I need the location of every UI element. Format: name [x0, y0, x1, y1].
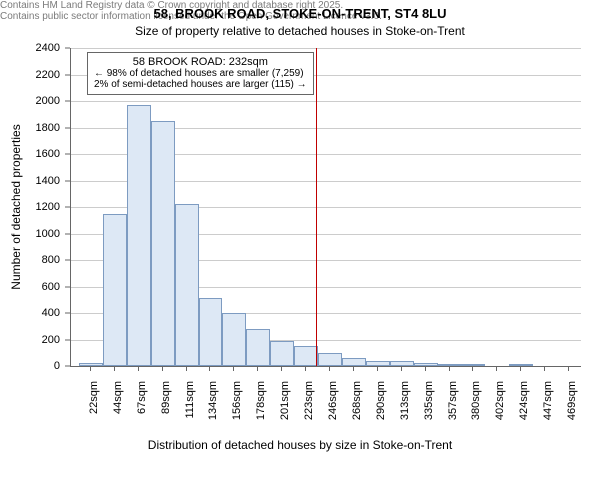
- y-tick-label: 400: [0, 307, 60, 319]
- y-tick-label: 1400: [0, 175, 60, 187]
- x-tick-label: 246sqm: [327, 381, 339, 420]
- x-tick-label: 424sqm: [518, 381, 530, 420]
- x-tick-mark: [305, 366, 306, 371]
- x-tick-mark: [377, 366, 378, 371]
- property-annotation-box: 58 BROOK ROAD: 232sqm ← 98% of detached …: [87, 52, 314, 95]
- x-tick-mark: [472, 366, 473, 371]
- x-tick-label: 268sqm: [351, 381, 363, 420]
- x-tick-label: 447sqm: [542, 381, 554, 420]
- x-tick-label: 111sqm: [184, 381, 196, 419]
- y-tick-label: 2400: [0, 42, 60, 54]
- gridline: [71, 101, 581, 102]
- y-tick-mark: [65, 207, 70, 208]
- y-tick-mark: [65, 286, 70, 287]
- x-tick-mark: [90, 366, 91, 371]
- histogram-bar: [175, 204, 199, 366]
- y-tick-label: 1600: [0, 148, 60, 160]
- x-tick-label: 223sqm: [303, 381, 315, 420]
- x-tick-label: 313sqm: [399, 381, 411, 420]
- y-tick-label: 0: [0, 360, 60, 372]
- property-marker-line: [316, 48, 317, 366]
- x-tick-mark: [186, 366, 187, 371]
- x-tick-mark: [233, 366, 234, 371]
- histogram-bar: [199, 298, 223, 366]
- histogram-bar: [270, 341, 294, 366]
- x-tick-label: 380sqm: [470, 381, 482, 420]
- x-tick-label: 357sqm: [447, 381, 459, 420]
- x-tick-mark: [401, 366, 402, 371]
- x-tick-mark: [162, 366, 163, 371]
- histogram-bar: [342, 358, 366, 366]
- y-tick-mark: [65, 74, 70, 75]
- histogram-bar: [246, 329, 270, 366]
- x-tick-mark: [568, 366, 569, 371]
- y-tick-label: 200: [0, 334, 60, 346]
- y-tick-label: 1800: [0, 122, 60, 134]
- y-tick-mark: [65, 154, 70, 155]
- histogram-bar: [79, 363, 103, 366]
- x-tick-mark: [257, 366, 258, 371]
- x-tick-label: 469sqm: [566, 381, 578, 420]
- histogram-bar: [318, 353, 342, 366]
- annotation-larger-line: 2% of semi-detached houses are larger (1…: [94, 79, 307, 90]
- annotation-smaller-line: ← 98% of detached houses are smaller (7,…: [94, 68, 307, 79]
- x-tick-mark: [353, 366, 354, 371]
- y-tick-label: 1000: [0, 228, 60, 240]
- x-tick-mark: [138, 366, 139, 371]
- histogram-bar: [151, 121, 175, 366]
- gridline: [71, 48, 581, 49]
- x-tick-mark: [209, 366, 210, 371]
- histogram-bar: [127, 105, 151, 366]
- x-axis-label: Distribution of detached houses by size …: [0, 438, 600, 452]
- y-tick-label: 600: [0, 281, 60, 293]
- x-tick-label: 134sqm: [207, 381, 219, 420]
- x-tick-mark: [544, 366, 545, 371]
- x-tick-label: 89sqm: [160, 381, 172, 414]
- y-tick-mark: [65, 127, 70, 128]
- y-tick-mark: [65, 48, 70, 49]
- x-tick-mark: [114, 366, 115, 371]
- chart-title: 58, BROOK ROAD, STOKE-ON-TRENT, ST4 8LU: [0, 6, 600, 21]
- x-tick-label: 22sqm: [88, 381, 100, 414]
- y-tick-mark: [65, 233, 70, 234]
- x-tick-label: 44sqm: [112, 381, 124, 414]
- x-tick-mark: [281, 366, 282, 371]
- x-tick-mark: [496, 366, 497, 371]
- histogram-bar: [103, 214, 127, 366]
- y-tick-mark: [65, 339, 70, 340]
- x-tick-mark: [449, 366, 450, 371]
- y-tick-label: 2200: [0, 69, 60, 81]
- chart-subtitle: Size of property relative to detached ho…: [0, 24, 600, 38]
- x-tick-label: 290sqm: [375, 381, 387, 420]
- x-tick-label: 201sqm: [279, 381, 291, 420]
- y-tick-mark: [65, 180, 70, 181]
- y-tick-label: 2000: [0, 95, 60, 107]
- x-tick-label: 402sqm: [494, 381, 506, 420]
- x-tick-label: 178sqm: [255, 381, 267, 420]
- annotation-title: 58 BROOK ROAD: 232sqm: [94, 56, 307, 68]
- y-tick-mark: [65, 260, 70, 261]
- y-tick-label: 800: [0, 254, 60, 266]
- y-tick-mark: [65, 366, 70, 367]
- y-tick-mark: [65, 101, 70, 102]
- y-tick-mark: [65, 313, 70, 314]
- histogram-bar: [222, 313, 246, 366]
- histogram-bar: [294, 346, 318, 366]
- y-tick-label: 1200: [0, 201, 60, 213]
- x-tick-mark: [520, 366, 521, 371]
- x-tick-mark: [425, 366, 426, 371]
- x-tick-label: 335sqm: [423, 381, 435, 420]
- x-tick-label: 67sqm: [136, 381, 148, 414]
- plot-area: 58 BROOK ROAD: 232sqm ← 98% of detached …: [70, 48, 581, 367]
- x-tick-mark: [329, 366, 330, 371]
- x-tick-label: 156sqm: [231, 381, 243, 420]
